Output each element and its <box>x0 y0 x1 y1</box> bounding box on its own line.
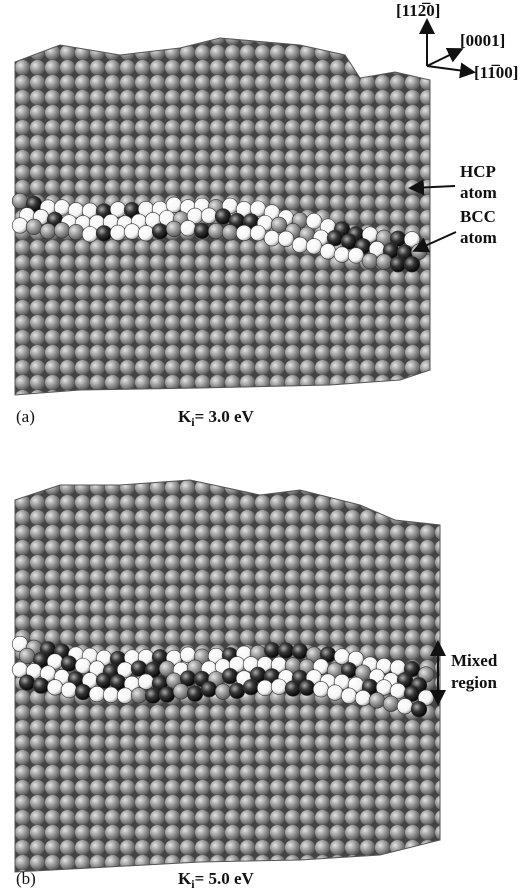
atom <box>271 217 287 233</box>
atom <box>110 225 126 241</box>
atom <box>243 679 259 695</box>
atom <box>26 219 42 235</box>
atom <box>33 678 49 694</box>
axis-label: [0001] <box>460 31 505 50</box>
annotation: HCP <box>460 162 496 181</box>
panel-label: (a) <box>16 407 35 426</box>
energy-value: = 5.0 eV <box>195 869 255 888</box>
atom <box>264 230 280 246</box>
atom <box>19 675 35 691</box>
atom <box>327 685 343 701</box>
atom <box>355 690 371 706</box>
atom <box>362 253 378 269</box>
annotation: atom <box>460 228 497 247</box>
atom <box>201 208 217 224</box>
annotation: BCC <box>460 207 496 226</box>
axis-label: [11̅00] <box>474 63 518 82</box>
atom <box>278 231 294 247</box>
atom <box>96 226 112 242</box>
symbol: K <box>178 869 192 888</box>
atom <box>271 679 287 695</box>
atom <box>131 688 147 704</box>
atom <box>341 688 357 704</box>
atom <box>236 225 252 241</box>
atom <box>292 644 308 660</box>
symbol: K <box>178 407 192 426</box>
atom <box>145 688 161 704</box>
atom <box>40 223 56 239</box>
atom <box>222 668 238 684</box>
axis-arrow <box>427 66 472 72</box>
panel-label: (b) <box>16 869 36 888</box>
atom <box>54 222 70 238</box>
atom <box>208 223 224 239</box>
atom <box>278 643 294 659</box>
atom <box>12 218 28 234</box>
atom <box>61 682 77 698</box>
energy-value: = 3.0 eV <box>195 407 255 426</box>
atom <box>313 681 329 697</box>
atom <box>173 684 189 700</box>
atom <box>383 696 399 712</box>
atom <box>187 686 203 702</box>
atom <box>138 674 154 690</box>
atom <box>264 642 280 658</box>
atom <box>75 684 91 700</box>
atom <box>257 680 273 696</box>
atom <box>47 680 63 696</box>
atom <box>215 209 231 225</box>
atom <box>68 224 84 240</box>
atom <box>404 256 420 272</box>
atom <box>19 648 35 664</box>
atom <box>411 701 427 717</box>
atom <box>334 649 350 665</box>
atom <box>159 687 175 703</box>
atom <box>75 658 91 674</box>
atom <box>215 684 231 700</box>
atom <box>180 220 196 236</box>
atom <box>369 693 385 709</box>
atom <box>334 247 350 263</box>
atom <box>166 221 182 237</box>
annotation: Mixed <box>451 651 498 670</box>
energy-label: Ki= 5.0 eV <box>178 869 255 890</box>
annotation: atom <box>460 183 497 202</box>
atom <box>250 225 266 241</box>
atom <box>306 239 322 255</box>
atom <box>348 248 364 264</box>
atom <box>229 683 245 699</box>
atom <box>61 656 77 672</box>
atom <box>194 223 210 239</box>
atom <box>222 225 238 241</box>
atom <box>124 224 140 240</box>
atom <box>96 673 112 689</box>
energy-label: Ki= 3.0 eV <box>178 407 255 429</box>
atom <box>320 244 336 260</box>
atom <box>306 213 322 229</box>
atom <box>89 686 105 702</box>
atom <box>376 254 392 270</box>
atom <box>201 681 217 697</box>
atom <box>117 688 133 704</box>
annotation: region <box>451 673 498 692</box>
atom <box>152 224 168 240</box>
axis-arrow <box>427 50 460 66</box>
atom <box>292 237 308 253</box>
atom <box>12 193 28 209</box>
axis-label: [112̅0] <box>396 1 440 20</box>
atom <box>285 681 301 697</box>
figure: [112̅0] [0001] [11̅00] HCP atom BCC atom… <box>0 0 530 890</box>
atom <box>82 227 98 243</box>
atom <box>397 698 413 714</box>
atom <box>103 687 119 703</box>
atom <box>138 225 154 241</box>
atom <box>390 256 406 272</box>
atom <box>299 680 315 696</box>
